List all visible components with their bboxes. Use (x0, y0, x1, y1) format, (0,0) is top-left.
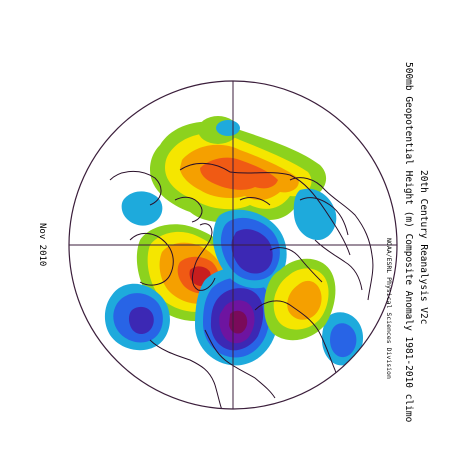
positive-anomaly-north (150, 121, 327, 223)
coastlines (109, 163, 374, 409)
anomaly-shading (104, 116, 364, 366)
date-label: Nov 2010 (37, 223, 47, 266)
negative-anomaly-north-pacific (104, 283, 170, 351)
title-line-2: 500mb Geopotential Height (m) Composite … (403, 62, 414, 423)
credit-label: NOAA/ESRL Physical Sciences Division (385, 238, 393, 379)
negative-anomaly-west (121, 191, 163, 226)
positive-anomaly-top-right (198, 116, 240, 144)
negative-anomaly-pole (212, 209, 287, 289)
negative-anomaly-pacific (293, 188, 364, 366)
negative-anomaly-europe (195, 267, 279, 366)
title-line-1: 20th Century Reanalysis V2c (418, 170, 429, 324)
positive-anomaly-pacific-nw (264, 258, 336, 341)
